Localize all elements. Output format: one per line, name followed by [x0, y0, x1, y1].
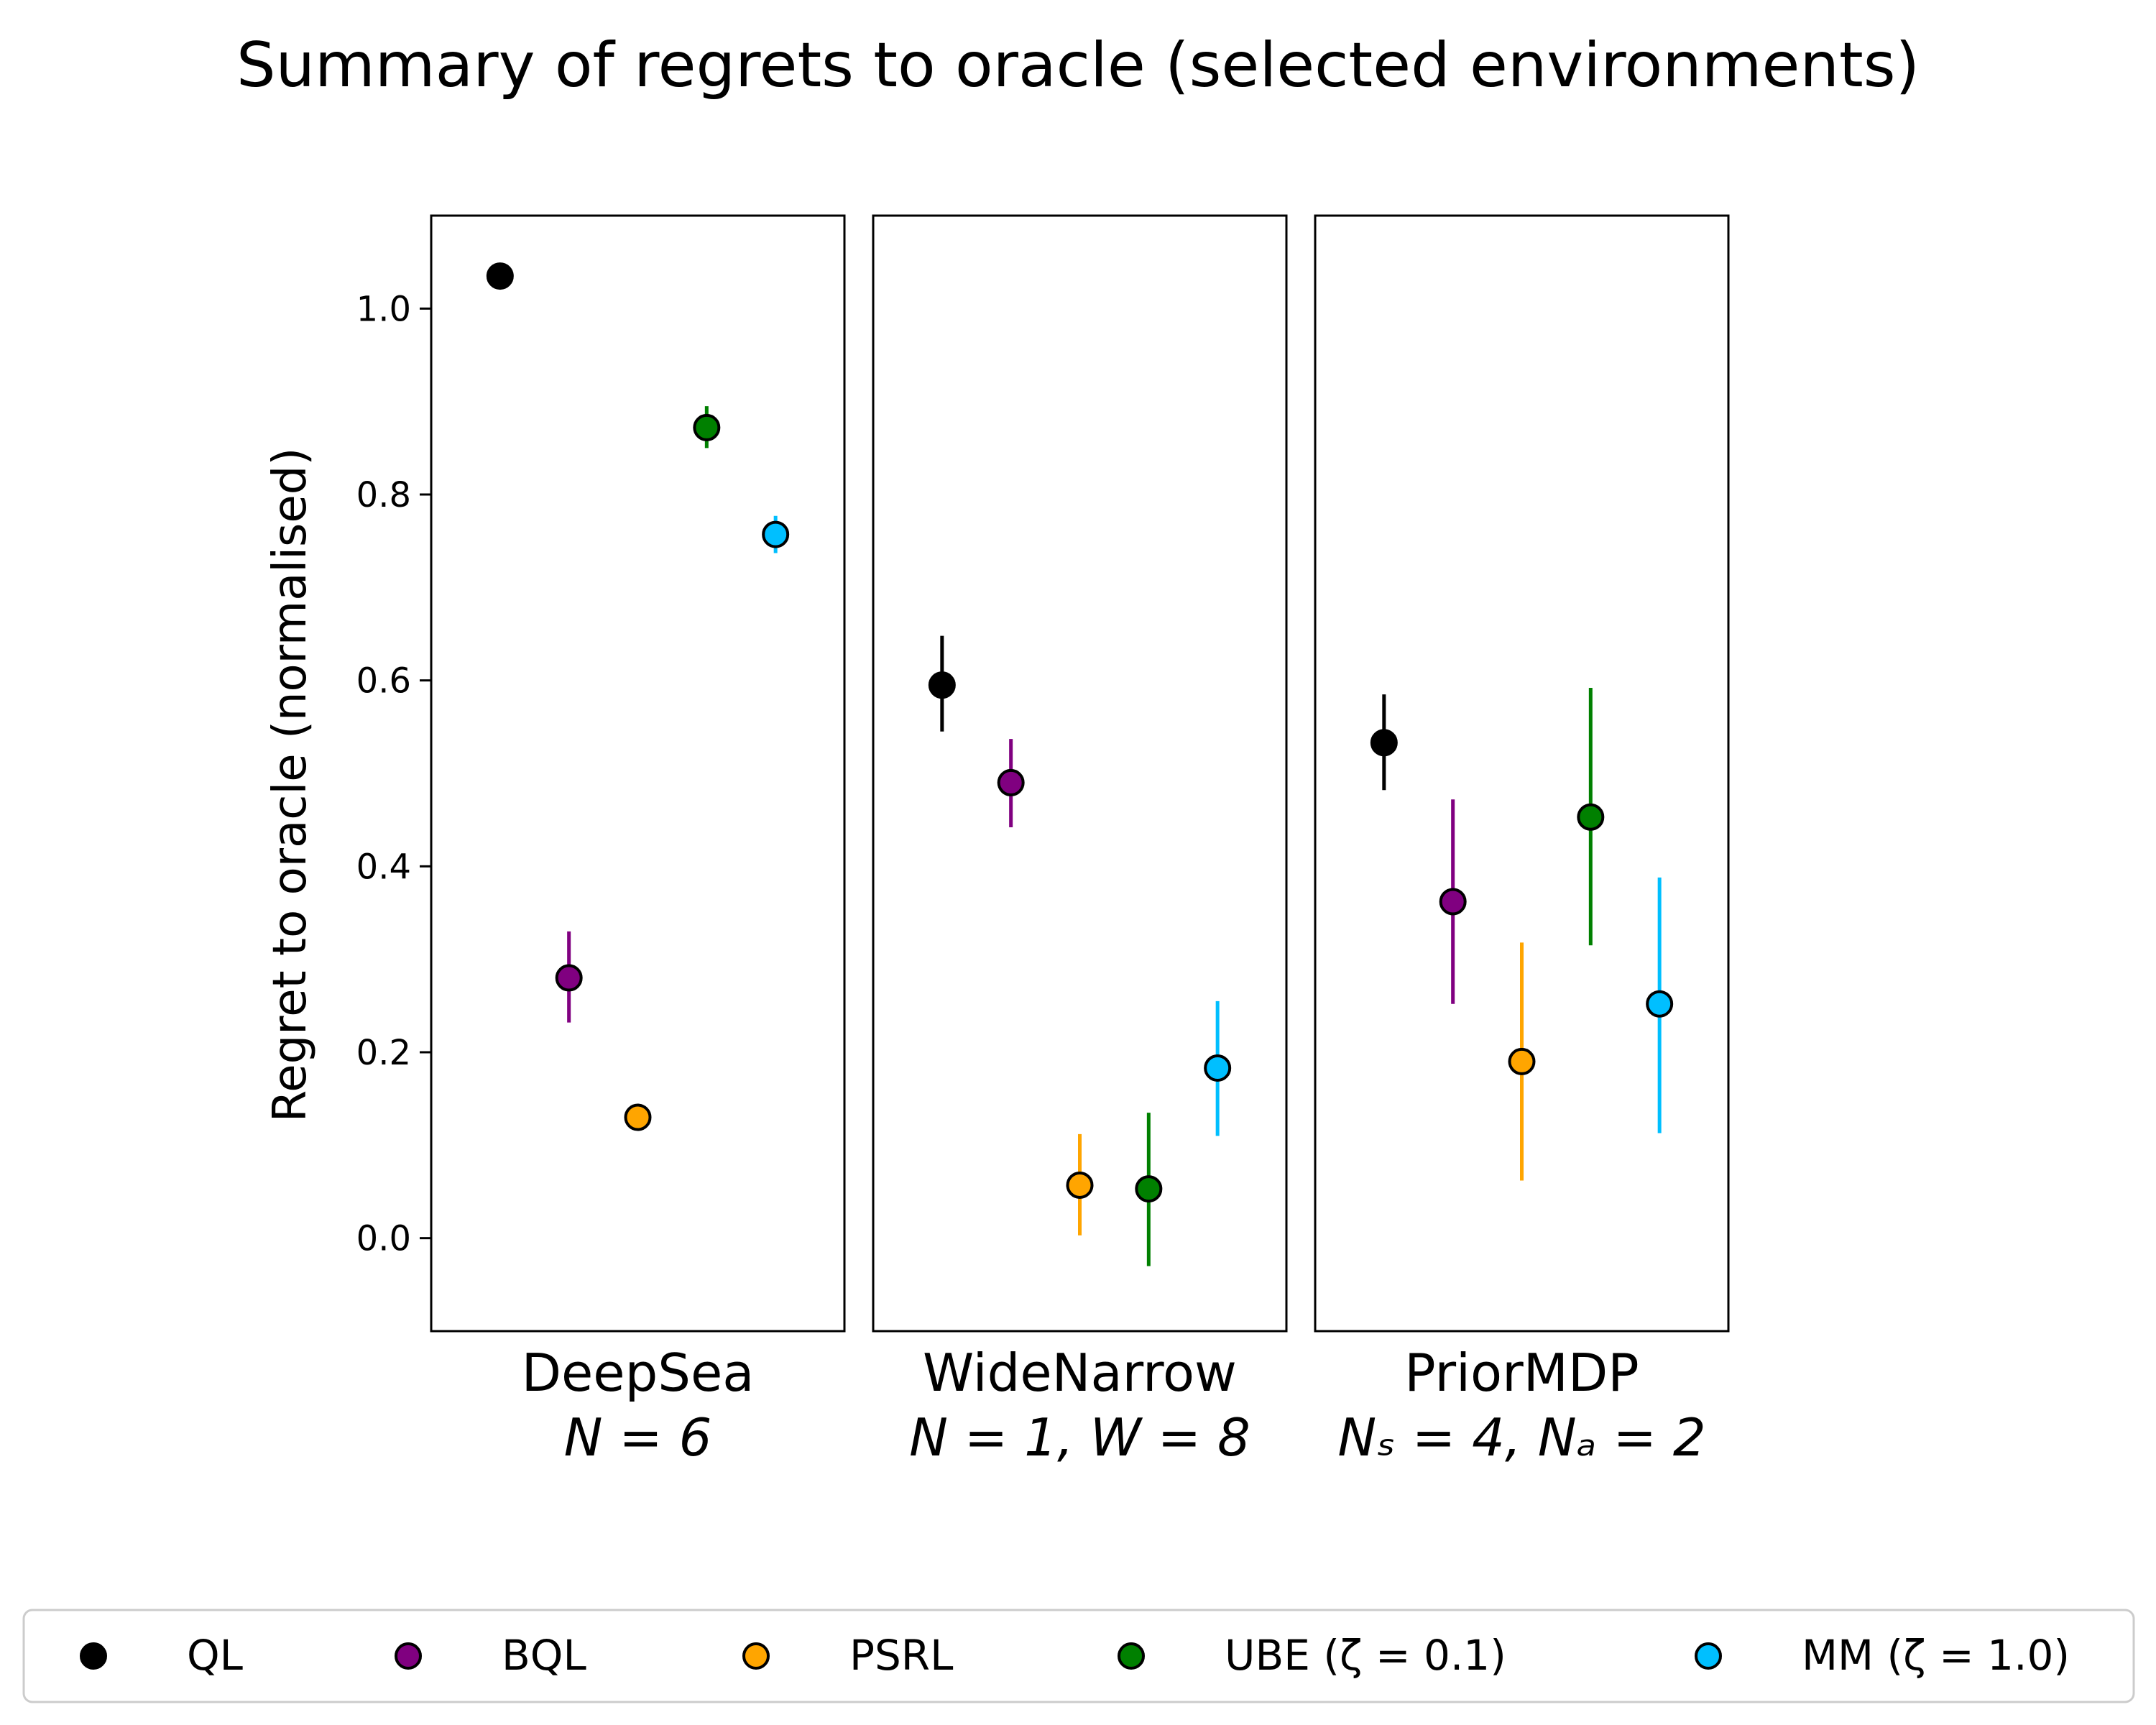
panel-subtitle: N = 1, W = 8: [909, 1407, 1250, 1468]
data-point: [1508, 1047, 1536, 1075]
chart-title: Summary of regrets to oracle (selected e…: [236, 29, 1920, 101]
legend-marker: [395, 1642, 422, 1670]
y-tick-label: 0.0: [356, 1219, 411, 1259]
legend-item: QL: [80, 1631, 243, 1680]
legend-item: MM (ζ = 1.0): [1695, 1631, 2070, 1680]
y-tick-label: 1.0: [356, 289, 411, 329]
legend: QL BQL PSRL UBE (ζ = 0.1) MM (ζ = 1.0): [22, 1609, 2135, 1703]
legend-label: MM (ζ = 1.0): [1802, 1631, 2070, 1680]
panel-title: DeepSea: [522, 1343, 755, 1403]
data-point: [624, 1103, 652, 1131]
y-tick-label: 0.4: [356, 847, 411, 887]
panel-title: PriorMDP: [1404, 1343, 1639, 1403]
data-point: [693, 413, 721, 441]
y-tick-label: 0.2: [356, 1033, 411, 1073]
data-point: [1577, 803, 1605, 831]
legend-label: UBE (ζ = 0.1): [1225, 1631, 1506, 1680]
legend-marker: [742, 1642, 770, 1670]
legend-label: PSRL: [849, 1631, 953, 1680]
data-point: [486, 262, 514, 290]
y-axis-label: Regret to oracle (normalised): [264, 448, 317, 1123]
legend-item: BQL: [395, 1631, 586, 1680]
y-tick-label: 0.6: [356, 661, 411, 702]
legend-marker: [80, 1642, 107, 1670]
legend-item: PSRL: [742, 1631, 953, 1680]
panel-title: WideNarrow: [923, 1343, 1237, 1403]
y-tick-label: 0.8: [356, 475, 411, 515]
panel-frame: [1314, 214, 1730, 1333]
data-point: [762, 520, 790, 548]
legend-label: QL: [187, 1631, 243, 1680]
data-point: [1646, 990, 1674, 1018]
legend-label: BQL: [502, 1631, 586, 1680]
panel-frame: [430, 214, 846, 1333]
panel-subtitle: Nₛ = 4, Nₐ = 2: [1337, 1407, 1705, 1468]
legend-marker: [1695, 1642, 1722, 1670]
data-point: [1204, 1054, 1232, 1082]
panel-frame: [872, 214, 1288, 1333]
legend-item: UBE (ζ = 0.1): [1118, 1631, 1506, 1680]
data-point: [928, 671, 956, 699]
legend-frame: [22, 1609, 2135, 1703]
data-point: [1066, 1171, 1094, 1199]
y-axis: 0.0 0.2 0.4 0.6 0.8 1.0: [356, 289, 431, 1259]
data-point: [1135, 1175, 1163, 1203]
data-point: [555, 964, 583, 992]
data-point: [997, 768, 1025, 796]
data-point: [1370, 729, 1398, 757]
legend-marker: [1118, 1642, 1145, 1670]
data-point: [1439, 888, 1467, 916]
panel-subtitle: N = 6: [564, 1407, 712, 1468]
